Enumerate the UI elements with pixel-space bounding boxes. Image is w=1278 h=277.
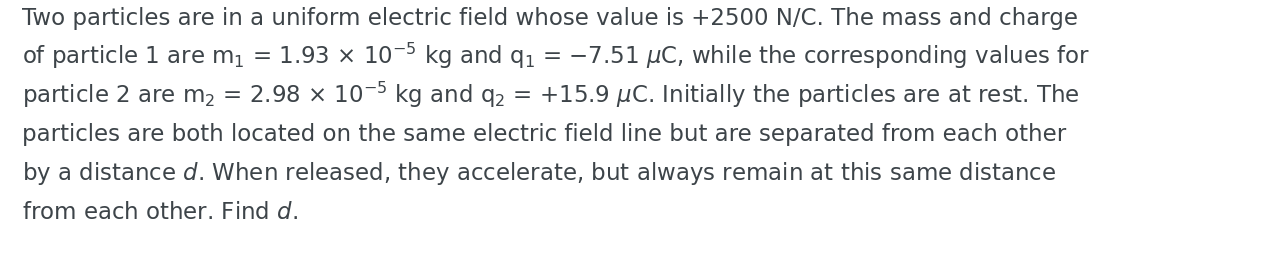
- Text: by a distance $d$. When released, they accelerate, but always remain at this sam: by a distance $d$. When released, they a…: [22, 160, 1057, 187]
- Text: Two particles are in a uniform electric field whose value is +2500 N/C. The mass: Two particles are in a uniform electric …: [22, 7, 1079, 30]
- Text: from each other. Find $d$.: from each other. Find $d$.: [22, 201, 298, 224]
- Text: particle 2 are m$_2$ = 2.98 × 10$^{-5}$ kg and q$_2$ = +15.9 $\mu$C. Initially t: particle 2 are m$_2$ = 2.98 × 10$^{-5}$ …: [22, 79, 1080, 110]
- Text: particles are both located on the same electric field line but are separated fro: particles are both located on the same e…: [22, 123, 1066, 147]
- Text: of particle 1 are m$_1$ = 1.93 × 10$^{-5}$ kg and q$_1$ = −7.51 $\mu$C, while th: of particle 1 are m$_1$ = 1.93 × 10$^{-5…: [22, 41, 1090, 71]
